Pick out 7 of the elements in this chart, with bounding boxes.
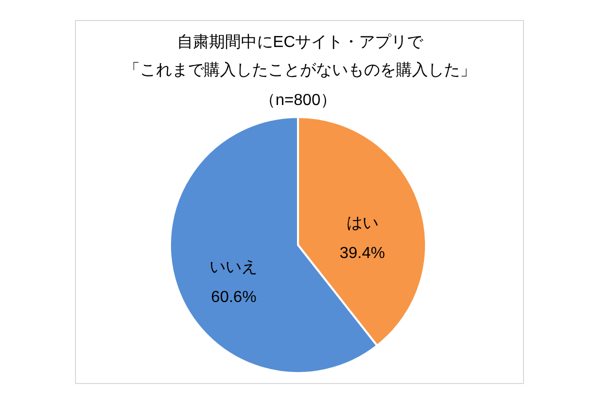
data-label: 39.4%: [340, 244, 385, 262]
chart-subtitle: 「これまで購入したことがないものを購入した」: [124, 61, 476, 79]
slice-label: はい: [346, 214, 378, 232]
chart-title: 自粛期間中にECサイト・アプリで: [176, 33, 424, 51]
data-label: 60.6%: [211, 289, 256, 306]
text: （n=800）: [260, 92, 336, 109]
slice-label: いいえ: [210, 259, 258, 276]
